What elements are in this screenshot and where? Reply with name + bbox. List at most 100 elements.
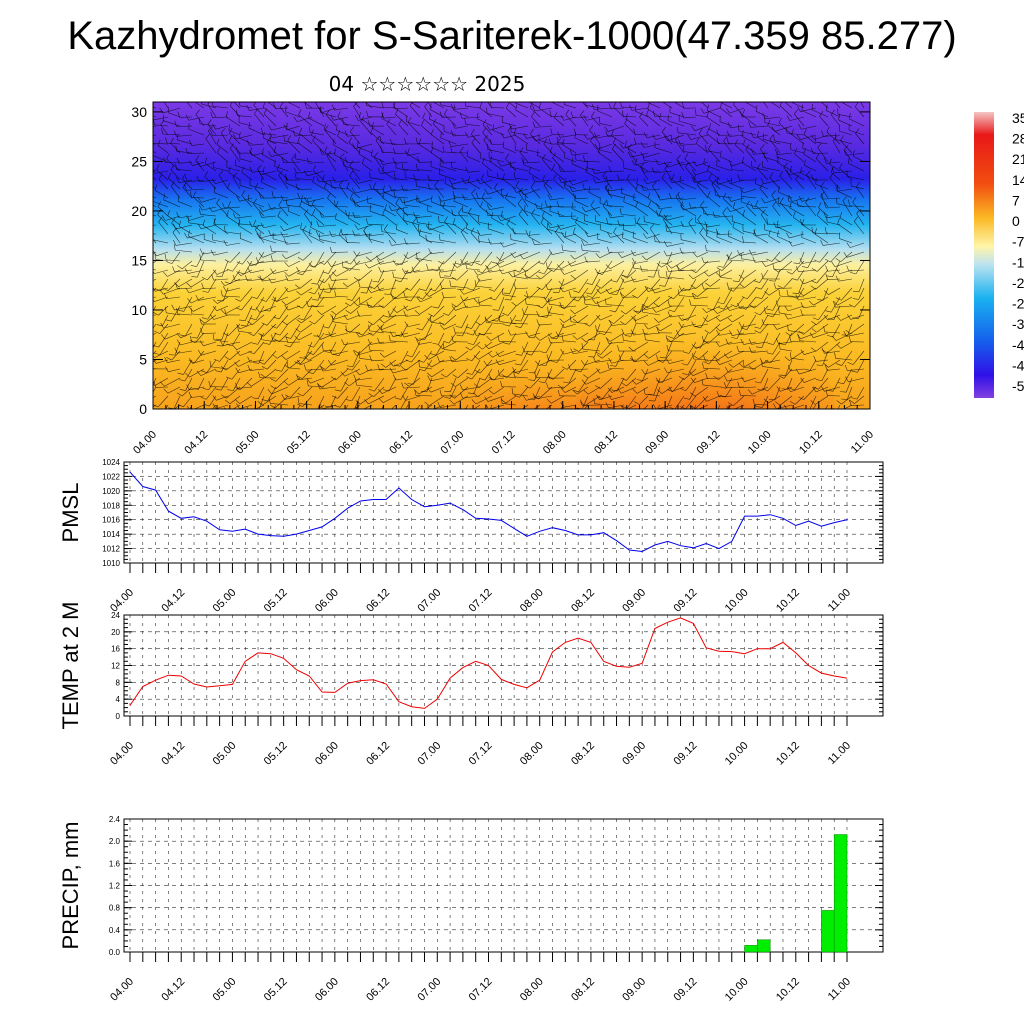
wind-barb: [220, 359, 229, 373]
wind-barb-feather: [545, 283, 549, 290]
y-tick-label: 10: [131, 302, 147, 318]
wind-barb: [764, 157, 781, 163]
wind-barb: [235, 165, 253, 172]
wind-barb: [442, 341, 457, 350]
wind-barb: [250, 359, 265, 363]
wind-barb-feather: [150, 363, 152, 369]
wind-barb-feather: [364, 399, 369, 405]
wind-barb-feather: [756, 131, 760, 137]
wind-barb: [173, 404, 181, 409]
wind-barb-feather: [240, 324, 247, 327]
wind-barb: [284, 395, 301, 400]
wind-barb-feather: [740, 339, 744, 345]
wind-barb: [286, 242, 301, 245]
wind-barb-feather: [220, 290, 223, 297]
wind-barb-feather: [418, 338, 425, 340]
wind-barb-feather: [429, 103, 432, 110]
wind-barb: [478, 221, 493, 226]
wind-barb-feather: [268, 229, 272, 236]
wind-barb-feather: [773, 403, 777, 409]
wind-barb: [288, 260, 301, 267]
wind-barb: [343, 165, 361, 172]
wind-barb: [324, 359, 337, 370]
wind-barb-feather: [543, 138, 548, 145]
wind-barb: [347, 134, 361, 137]
wind-barb-feather: [754, 381, 761, 384]
wind-barb-feather: [507, 329, 511, 336]
wind-barb: [674, 395, 685, 409]
wind-barb-feather: [496, 256, 501, 262]
wind-barb: [286, 314, 301, 326]
wind-barb-feather: [354, 177, 359, 184]
wind-barb: [720, 156, 733, 163]
wind-barb: [839, 130, 853, 136]
wind-barb-feather: [791, 278, 798, 281]
wind-barb-feather: [153, 381, 157, 388]
wind-barb: [482, 132, 493, 145]
wind-barb: [183, 296, 193, 312]
wind-barb: [600, 314, 613, 321]
wind-barb-feather: [195, 294, 199, 301]
wind-barb: [598, 269, 613, 275]
wind-barb: [648, 206, 661, 217]
wind-barb: [428, 227, 445, 235]
wind-barb-feather: [788, 387, 795, 391]
wind-barb-feather: [785, 127, 788, 134]
wind-barb: [703, 107, 721, 114]
wind-barb-feather: [829, 415, 835, 416]
wind-barb-feather: [216, 345, 223, 347]
wind-barb-feather: [816, 364, 823, 366]
wind-barb-feather: [297, 392, 303, 397]
wind-barb-feather: [434, 180, 439, 186]
wind-barb: [494, 278, 505, 292]
wind-barb: [680, 143, 697, 146]
wind-barb: [465, 123, 481, 127]
wind-barb: [821, 368, 829, 381]
wind-barb: [490, 125, 505, 131]
wind-barb: [730, 179, 745, 185]
wind-barb-feather: [277, 210, 281, 217]
wind-barb: [342, 233, 361, 236]
wind-barb: [318, 179, 337, 183]
wind-barb: [688, 341, 697, 354]
wind-barb: [172, 232, 181, 244]
wind-barb-feather: [818, 202, 822, 208]
wind-barb-feather: [761, 319, 765, 326]
wind-barb-feather: [283, 124, 288, 130]
wind-barb-feather: [536, 286, 543, 291]
wind-barb: [564, 269, 577, 275]
wind-barb-feather: [810, 147, 814, 154]
wind-barb: [744, 377, 757, 382]
wind-barb-feather: [459, 384, 463, 391]
wind-barb-feather: [166, 357, 172, 361]
wind-barb: [743, 188, 757, 194]
wind-barb-feather: [668, 295, 674, 300]
wind-barb-feather: [306, 378, 311, 384]
wind-barb: [832, 260, 841, 277]
wind-barb: [324, 187, 337, 199]
wind-barb: [798, 296, 817, 301]
wind-barb: [703, 287, 721, 290]
wind-barb-feather: [449, 399, 455, 405]
wind-barb-feather: [563, 381, 570, 384]
wind-barb-feather: [581, 343, 584, 350]
wind-barb-feather: [632, 257, 636, 264]
wind-barb-feather: [254, 183, 259, 189]
wind-barb: [222, 287, 229, 302]
wind-barb: [457, 368, 469, 379]
wind-barb: [685, 167, 697, 181]
wind-barb-feather: [334, 148, 336, 155]
wind-barb: [239, 404, 253, 409]
wind-barb-feather: [550, 413, 555, 416]
wind-barb: [271, 386, 289, 395]
wind-barb: [167, 386, 181, 394]
wind-barb: [654, 147, 673, 154]
wind-barb: [399, 350, 409, 367]
x-tick-label: 11.00: [826, 740, 853, 767]
wind-barb-feather: [561, 334, 564, 341]
wind-barb: [830, 296, 841, 313]
wind-barb-feather: [837, 217, 840, 224]
wind-barb-feather: [414, 389, 419, 395]
wind-barb: [333, 116, 349, 121]
wind-barb: [824, 386, 841, 392]
